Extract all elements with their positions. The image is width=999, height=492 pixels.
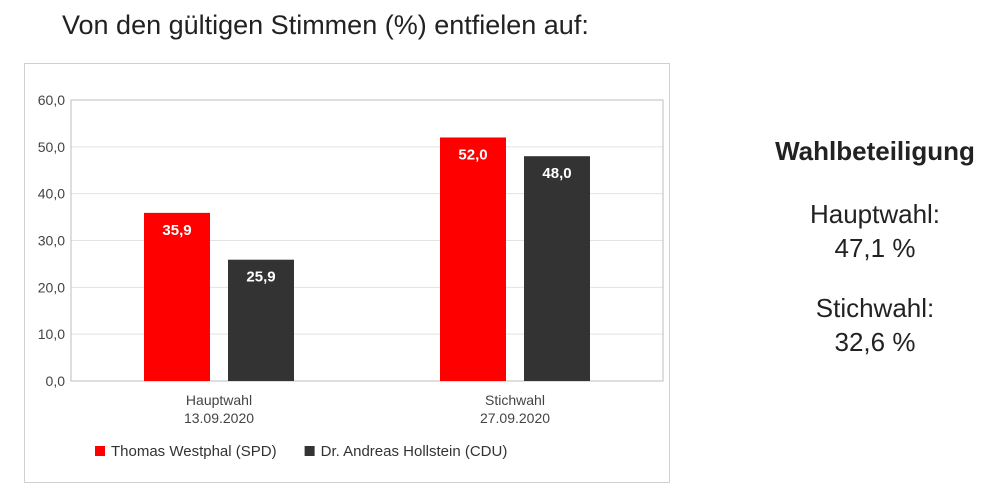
- turnout-hauptwahl-value: 47,1 %: [834, 233, 916, 263]
- legend-swatch: [95, 446, 105, 456]
- bar: [440, 137, 506, 381]
- x-tick-sublabel: 13.09.2020: [184, 410, 254, 426]
- y-tick-label: 60,0: [38, 92, 65, 108]
- data-label: 48,0: [542, 165, 571, 182]
- turnout-panel: Wahlbeteiligung Hauptwahl: 47,1 % Stichw…: [745, 136, 999, 385]
- turnout-stichwahl-value: 32,6 %: [834, 327, 916, 357]
- y-tick-label: 10,0: [38, 326, 65, 342]
- x-tick-label: Stichwahl: [485, 392, 545, 408]
- bar-chart: 0,0 10,0 20,0 30,0 40,0 50,0 60,0 35,9 25,9 Haupt…: [24, 63, 670, 483]
- data-label: 25,9: [246, 269, 275, 286]
- y-tick-label: 20,0: [38, 279, 65, 295]
- turnout-hauptwahl-label: Hauptwahl:: [809, 199, 941, 229]
- turnout-title: Wahlbeteiligung: [775, 136, 975, 166]
- y-tick-label: 0,0: [46, 373, 66, 389]
- bar: [524, 156, 590, 381]
- bar: [144, 212, 210, 381]
- plot-area-border: [70, 99, 664, 382]
- y-tick-label: 40,0: [38, 186, 65, 202]
- data-label: 52,0: [458, 146, 487, 163]
- y-tick-label: 50,0: [38, 139, 65, 155]
- x-tick-sublabel: 27.09.2020: [480, 410, 550, 426]
- turnout-stichwahl-label: Stichwahl:: [815, 293, 935, 323]
- legend-swatch: [304, 446, 315, 456]
- turnout-stichwahl: Stichwahl: 32,6 %: [745, 291, 999, 359]
- x-tick-label: Hauptwahl: [186, 392, 252, 408]
- y-tick-label: 30,0: [38, 233, 65, 249]
- data-label: 35,9: [162, 222, 191, 239]
- page-title: Von den gültigen Stimmen (%) entfielen a…: [62, 10, 589, 40]
- legend-label: Thomas Westphal (SPD): [111, 443, 277, 460]
- turnout-hauptwahl: Hauptwahl: 47,1 %: [745, 197, 999, 265]
- legend-label: Dr. Andreas Hollstein (CDU): [321, 443, 508, 460]
- chart-svg: 0,0 10,0 20,0 30,0 40,0 50,0 60,0 35,9 25,9 Haupt…: [38, 92, 664, 460]
- bar: [228, 259, 294, 381]
